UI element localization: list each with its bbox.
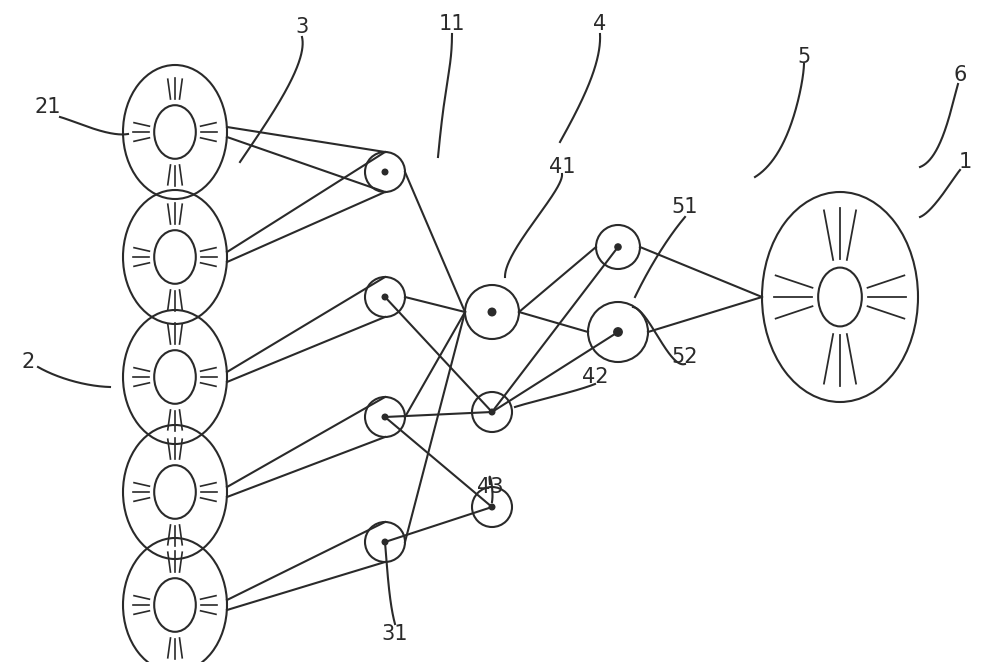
Circle shape [489, 409, 495, 415]
Text: 52: 52 [672, 347, 698, 367]
Text: 1: 1 [958, 152, 972, 172]
Text: 11: 11 [439, 14, 465, 34]
Text: 6: 6 [953, 65, 967, 85]
Circle shape [489, 504, 495, 510]
Text: 31: 31 [382, 624, 408, 644]
Text: 42: 42 [582, 367, 608, 387]
Text: 4: 4 [593, 14, 607, 34]
Circle shape [382, 540, 388, 545]
Text: 21: 21 [35, 97, 61, 117]
Circle shape [615, 244, 621, 250]
Text: 41: 41 [549, 157, 575, 177]
Text: 43: 43 [477, 477, 503, 497]
Circle shape [488, 308, 496, 316]
Text: 3: 3 [295, 17, 309, 37]
Text: 5: 5 [797, 47, 811, 67]
Circle shape [382, 414, 388, 420]
Text: 51: 51 [672, 197, 698, 217]
Circle shape [382, 294, 388, 300]
Circle shape [614, 328, 622, 336]
Text: 2: 2 [21, 352, 35, 372]
Circle shape [382, 169, 388, 175]
